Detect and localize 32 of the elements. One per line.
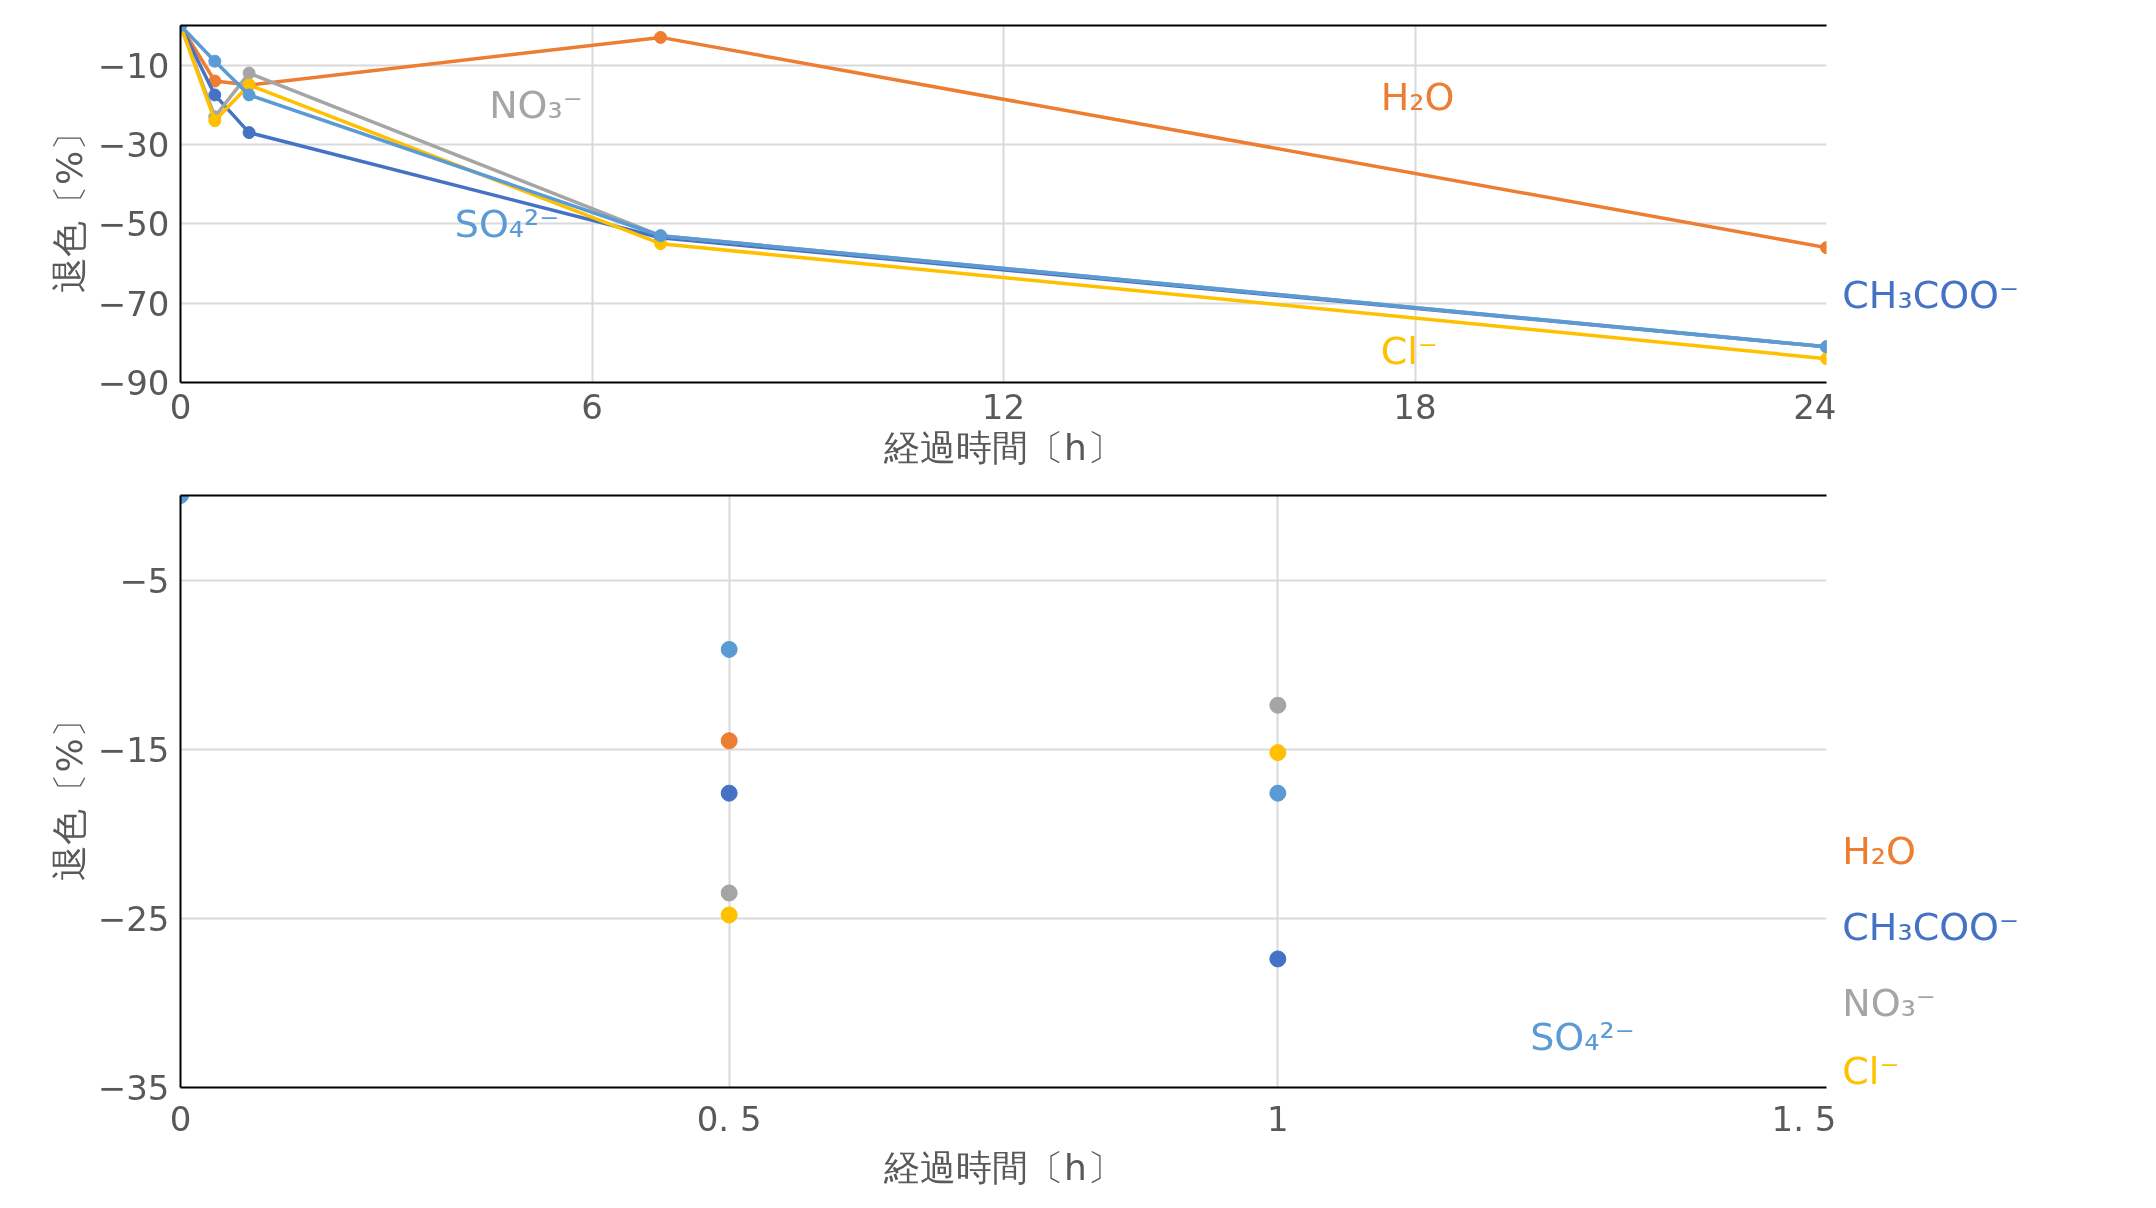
series-label: SO₄²⁻ [454, 201, 560, 246]
text: SO₄²⁻ [1530, 1014, 1635, 1059]
series-label: Cl⁻ [1380, 328, 1438, 373]
x-tick-label: 0. 5 [696, 1098, 762, 1139]
y-tick-label: −35 [97, 1068, 170, 1108]
x-tick-label: 6 [581, 386, 603, 427]
series-label: NO₃⁻ [489, 82, 583, 127]
x-tick-label: 1 [1267, 1098, 1289, 1139]
x-tick-label: 0 [169, 1098, 192, 1139]
y-tick-label: −15 [97, 729, 170, 770]
text: Cl⁻ [1842, 1048, 1900, 1093]
y-tick-label: −90 [97, 363, 170, 403]
series-label: H₂O [1380, 74, 1455, 119]
x-tick-label: 1. 5 [1771, 1098, 1837, 1139]
y-tick-label: −10 [97, 45, 170, 86]
x-axis-title: 経過時間〔h〕 [883, 1146, 1123, 1188]
x-tick-label: 18 [1393, 386, 1437, 427]
y-tick-label: −50 [97, 204, 170, 245]
x-tick-label: 0 [169, 386, 192, 427]
x-tick-label: 24 [1793, 386, 1837, 427]
x-tick-label: 12 [981, 386, 1026, 427]
y-axis-title: 退色〔%〕 [48, 114, 90, 294]
y-tick-label: −70 [97, 283, 170, 324]
y-tick-label: −30 [97, 125, 170, 165]
text: H₂O [1842, 828, 1917, 873]
x-axis-title: 経過時間〔h〕 [883, 426, 1123, 468]
y-axis-title: 退色〔%〕 [48, 702, 90, 881]
y-tick-label: −5 [119, 560, 170, 601]
y-tick-label: −25 [97, 898, 170, 939]
series-label: CH₃COO⁻ [1842, 273, 2020, 318]
text: NO₃⁻ [1842, 980, 1936, 1025]
text: CH₃COO⁻ [1842, 904, 2020, 949]
